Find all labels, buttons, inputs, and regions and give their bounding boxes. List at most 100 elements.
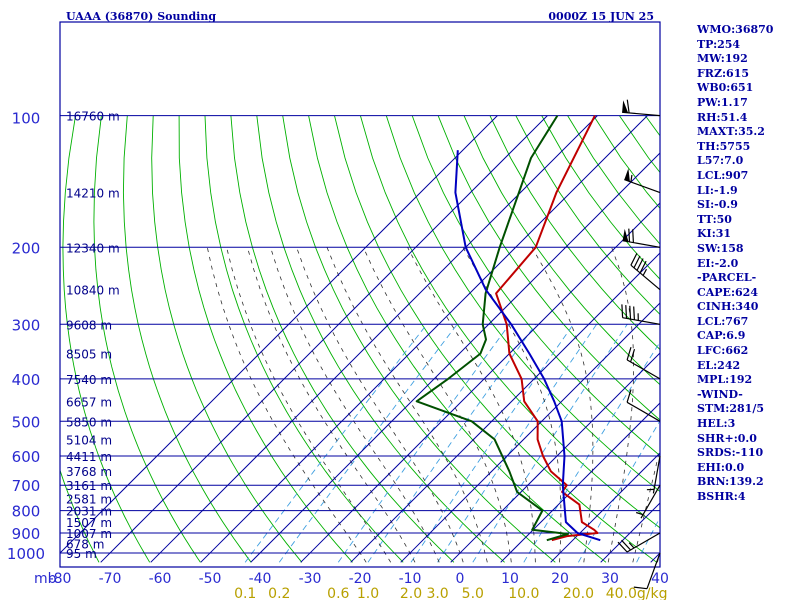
wind-barb-feather <box>626 389 632 403</box>
sounding-index-item: LFC:662 <box>697 344 749 358</box>
wind-barb-feather <box>632 229 634 243</box>
dry-adiabat-line <box>122 115 252 563</box>
dry-adiabat-line <box>489 115 660 351</box>
sounding-index-item: MPL:192 <box>697 373 753 387</box>
height-label: 95 m <box>66 547 97 561</box>
wind-barb-feather <box>621 539 632 551</box>
height-label: 2581 m <box>66 492 112 506</box>
wind-barb-staff <box>622 317 661 325</box>
sounding-index-item: SRDS:-110 <box>697 446 764 460</box>
wind-barb <box>624 168 661 194</box>
dry-adiabat-line <box>437 115 660 421</box>
moist-adiabat-line <box>296 247 464 563</box>
mixing-ratio-label: 40.0g/kg <box>606 586 668 600</box>
mixing-ratio-label: 10.0 <box>508 586 539 600</box>
wind-barb <box>622 228 661 248</box>
isotherm-line <box>59 115 498 554</box>
dry-adiabat-line <box>359 115 660 529</box>
sounding-index-item: LCL:767 <box>697 314 749 328</box>
sounding-index-item: SHR+:0.0 <box>697 431 757 445</box>
height-labels: 16760 m 14210 m 12340 m 10840 m 9608 m 8505 m… <box>66 110 120 561</box>
height-label: 7540 m <box>66 373 112 387</box>
sounding-index-item: KI:31 <box>697 227 732 241</box>
sounding-index-item: SI:-0.9 <box>697 198 738 212</box>
temperature-tick-label: 40 <box>651 571 669 587</box>
wind-barb-staff <box>626 532 661 553</box>
isotherm-line <box>300 202 661 563</box>
isotherm-line <box>500 402 661 563</box>
sounding-traces <box>415 115 601 542</box>
pressure-unit-label: mb <box>34 571 57 587</box>
wind-barb-feather <box>630 253 638 266</box>
moist-adiabat-line <box>632 446 660 563</box>
wind-barb-feather <box>621 304 624 318</box>
dry-adiabat-line <box>60 468 100 563</box>
moist-adiabat-line <box>607 247 634 563</box>
dry-adiabat-line <box>308 115 607 563</box>
wind-barb-feather <box>626 99 630 113</box>
wind-barb-staff <box>622 240 661 248</box>
dry-adiabat-line <box>282 115 556 563</box>
mixing-ratio-label: 1.0 <box>357 586 379 600</box>
mixing-ratio-line <box>410 324 574 563</box>
wind-barb-feather <box>630 349 636 363</box>
temperature-tick-label: 10 <box>501 571 519 587</box>
pressure-tick-label: 500 <box>12 413 41 431</box>
wind-barb <box>626 389 661 422</box>
sounding-index-item: MW:192 <box>697 52 748 66</box>
dry-adiabat-line <box>93 115 201 563</box>
wind-barb-feather <box>628 228 631 242</box>
wind-barb-staff <box>652 455 661 494</box>
pressure-tick-label: 700 <box>12 477 41 495</box>
mixing-ratio-label: 20.0 <box>563 586 594 600</box>
dry-adiabat-line <box>411 115 660 457</box>
wind-barb-pennant <box>624 168 630 182</box>
isotherm-line <box>350 252 661 563</box>
sounding-index-item: HEL:3 <box>697 417 736 431</box>
wind-barb-feather <box>633 586 648 590</box>
sounding-index-item: BSHR:4 <box>697 490 746 503</box>
height-label: 12340 m <box>66 241 120 255</box>
temperature-tick-label: -40 <box>249 571 272 587</box>
wind-barb <box>622 99 661 117</box>
height-label: 5104 m <box>66 433 112 447</box>
wind-barb <box>617 532 661 553</box>
sounding-index-item: LI:-1.9 <box>697 183 738 197</box>
station-title: UAAA (36870) Sounding <box>66 10 216 23</box>
wind-barb-feather <box>639 260 647 274</box>
temperature-tick-label: -60 <box>149 571 172 587</box>
wind-barb-pennant <box>622 100 629 113</box>
height-label: 14210 m <box>66 187 120 201</box>
wind-barb-feather <box>625 305 628 319</box>
moist-adiabat-line <box>407 247 536 563</box>
height-label: 10840 m <box>66 284 120 298</box>
mixing-ratio-line <box>437 324 597 563</box>
sounding-index-item: STM:281/5 <box>697 402 764 416</box>
wind-barb-staff <box>626 359 661 380</box>
isotherm-line <box>650 552 661 563</box>
sounding-index-item: WMO:36870 <box>697 23 774 36</box>
sounding-index-item: SW:158 <box>697 241 744 255</box>
wind-barb-feather <box>626 347 632 361</box>
wind-barb-staff <box>646 552 661 589</box>
pressure-axis-labels: 100 200 300 400 500 600 700 800 900 1000 <box>7 110 45 563</box>
mixing-ratio-label: 5.0 <box>462 586 484 600</box>
wind-barb <box>636 484 661 519</box>
mixing-ratio-line <box>367 324 536 563</box>
sounding-index-item: WB0:651 <box>697 81 754 95</box>
mixing-ratio-label: 3.0 <box>426 586 448 600</box>
wind-barb-feather <box>633 306 635 320</box>
isotherm-line <box>250 152 661 563</box>
mixing-ratio-line <box>472 324 628 563</box>
wind-barb <box>633 552 661 590</box>
height-label: 678 m <box>66 537 104 551</box>
temperature-tick-label: -70 <box>99 571 122 587</box>
sounding-index-item: -PARCEL- <box>697 271 757 285</box>
sounding-index-item: CAPE:624 <box>697 285 758 299</box>
dry-adiabat-line <box>230 115 455 563</box>
isotherm-line <box>450 352 661 563</box>
sounding-index-item: TT:50 <box>697 212 732 226</box>
temperature-axis-labels: mb-80 -70 -60 -50 -40 -30 -20 -10 0 10 20 30 40 <box>34 571 669 587</box>
parcel-trace <box>454 150 601 542</box>
dry-adiabat-lines <box>60 115 660 563</box>
